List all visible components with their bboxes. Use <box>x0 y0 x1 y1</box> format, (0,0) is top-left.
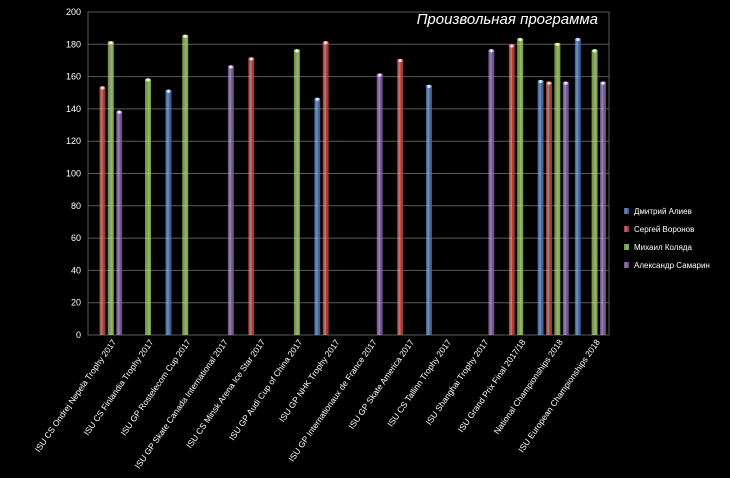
bar <box>537 79 544 335</box>
y-tick-label: 140 <box>66 104 81 114</box>
y-tick-label: 160 <box>66 72 81 82</box>
bar <box>248 57 255 336</box>
bar <box>165 89 172 335</box>
legend-item: Сергей Воронов <box>624 225 694 234</box>
bar <box>554 42 561 336</box>
x-tick-label: ISU CS Tallinn Trophy 2017 <box>385 337 453 428</box>
bar <box>488 49 495 335</box>
x-tick-label: ISU European Championships 2018 <box>516 337 602 454</box>
y-tick-label: 180 <box>66 39 81 49</box>
bars <box>99 34 606 336</box>
y-axis: 0 20 40 60 80 100 120 140 160 180 200 <box>66 7 81 340</box>
bar <box>574 37 581 336</box>
x-tick-label: ISU GP Audi Cup of China 2017 <box>227 337 305 442</box>
y-tick-label: 120 <box>66 136 81 146</box>
bar <box>322 41 329 336</box>
bar <box>116 110 123 335</box>
legend-label: Дмитрий Алиев <box>634 207 692 216</box>
legend-item: Дмитрий Алиев <box>624 207 692 216</box>
x-tick-label: ISU GP Rostelecom Cup 2017 <box>118 337 192 437</box>
x-tick-label: National Championships 2018 <box>492 337 565 436</box>
bar <box>562 81 569 335</box>
y-tick-label: 60 <box>71 233 81 243</box>
legend-item: Александр Самарин <box>624 261 710 270</box>
y-tick-label: 80 <box>71 201 81 211</box>
bar <box>508 44 515 335</box>
y-tick-label: 0 <box>76 330 81 340</box>
bar <box>227 65 234 335</box>
bar <box>99 86 106 335</box>
bar <box>517 37 524 336</box>
y-tick-label: 40 <box>71 265 81 275</box>
chart-title: Произвольная программа <box>417 11 598 28</box>
x-tick-label: ISU CS Finlandia Trophy 2017 <box>81 337 155 437</box>
legend-item: Михаил Коляда <box>624 243 692 252</box>
bar <box>107 41 114 336</box>
bar <box>376 73 383 336</box>
bar <box>182 34 189 335</box>
legend: Дмитрий Алиев Сергей Воронов Михаил Коляда… <box>624 207 710 270</box>
y-tick-label: 20 <box>71 298 81 308</box>
bar <box>397 58 404 335</box>
bar <box>293 49 300 335</box>
x-tick-label: ISU Shanghai Trophy 2017 <box>424 337 491 427</box>
legend-label: Сергей Воронов <box>634 225 694 234</box>
legend-label: Михаил Коляда <box>634 243 692 252</box>
bar <box>314 97 321 336</box>
x-tick-label: ISU Grand Prix Final 2017/18 <box>456 337 528 434</box>
y-tick-label: 200 <box>66 7 81 17</box>
legend-label: Александр Самарин <box>634 261 710 270</box>
bar <box>545 81 552 335</box>
bar <box>425 84 432 335</box>
y-tick-label: 100 <box>66 169 81 179</box>
bar <box>145 78 152 335</box>
bar <box>599 81 606 335</box>
bar <box>591 49 598 335</box>
x-tick-label: ISU CS Minsk Arena Ice Star 2017 <box>184 337 267 450</box>
x-tick-label: ISU GP Skate America 2017 <box>346 337 416 431</box>
